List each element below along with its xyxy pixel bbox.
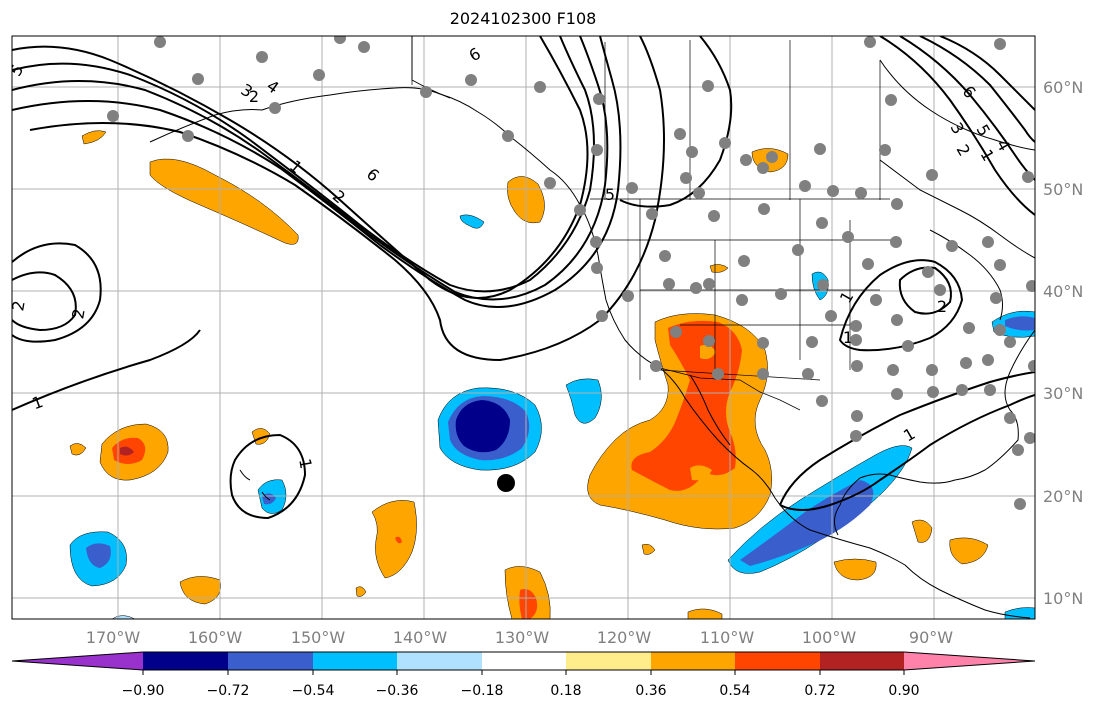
orange-patch (690, 465, 712, 481)
lat-tick-labels: 60°N 50°N 40°N 30°N 20°N 10°N (1043, 78, 1083, 608)
colorbar-tick-label: 0.54 (719, 683, 750, 699)
colorbar-tick-label: 0.36 (635, 683, 666, 699)
orange-patch (149, 158, 299, 245)
contour-label: 5 (605, 185, 615, 204)
colorbar-segment (313, 652, 397, 670)
orange-patch (371, 500, 417, 579)
lon-tick-label: 120°W (597, 628, 652, 647)
colorbar-tick-label: 0.72 (804, 683, 835, 699)
red-patch (519, 589, 538, 619)
lon-tick-label: 170°W (86, 628, 141, 647)
colorbar-segment (651, 652, 735, 670)
lat-tick-label: 30°N (1043, 384, 1083, 403)
colorbar-segment (143, 652, 228, 670)
colorbar-tick-label: −0.18 (461, 683, 504, 699)
orange-patch (81, 130, 107, 145)
colorbar-tick-label: −0.72 (207, 683, 250, 699)
colorbar: −0.90 −0.72 −0.54 −0.36 −0.18 0.18 0.36 … (11, 651, 1036, 699)
red-patch (395, 536, 402, 544)
orange-patch (69, 443, 87, 456)
black-marker (497, 474, 515, 492)
colorbar-segment (12, 652, 143, 670)
colorbar-tick-label: −0.54 (292, 683, 335, 699)
blue-patch (459, 214, 485, 229)
lon-tick-label: 130°W (495, 628, 550, 647)
lat-tick-label: 50°N (1043, 180, 1083, 199)
blue-patch (845, 498, 866, 513)
orange-patch (709, 264, 729, 273)
map-frame (11, 35, 1036, 620)
colorbar-segment (820, 652, 904, 670)
lat-tick-label: 60°N (1043, 78, 1083, 97)
contour-label: 2 (68, 307, 88, 320)
colorbar-tick-label: 0.18 (550, 683, 581, 699)
station-markers (107, 36, 1035, 510)
lon-tick-label: 150°W (291, 628, 346, 647)
lon-tick-label: 140°W (393, 628, 448, 647)
lon-tick-label: 100°W (802, 628, 857, 647)
lon-tick-label: 160°W (188, 628, 243, 647)
orange-patch (949, 537, 989, 565)
colorbar-tick-label: −0.36 (376, 683, 419, 699)
orange-patch (911, 519, 933, 543)
navy-patch (455, 400, 510, 453)
colorbar-segment (397, 652, 482, 670)
colorbar-segment (228, 652, 313, 670)
colorbar-tick-label: −0.90 (122, 683, 165, 699)
red-patch (631, 320, 742, 491)
orange-patch (641, 543, 656, 555)
map-background (12, 36, 1035, 619)
orange-patch (355, 586, 367, 597)
orange-patch (833, 558, 877, 581)
colorbar-tick-label: 0.90 (888, 683, 919, 699)
orange-patch (687, 608, 723, 619)
lon-tick-labels: 170°W 160°W 150°W 140°W 130°W 120°W 110°… (86, 628, 953, 647)
blue-patch (86, 543, 111, 568)
colorbar-segment (482, 652, 566, 670)
contour-lines (12, 36, 1035, 520)
lat-tick-label: 20°N (1043, 487, 1083, 506)
contour-label: 1 (843, 328, 853, 347)
lat-tick-label: 10°N (1043, 589, 1083, 608)
colorbar-segment (566, 652, 651, 670)
grid-lines (12, 36, 1035, 619)
contour-label: 2 (249, 87, 259, 106)
contour-label: 2 (937, 297, 947, 316)
contour-label: 2 (8, 299, 28, 312)
lon-tick-label: 90°W (909, 628, 953, 647)
colorbar-segment (904, 652, 1035, 670)
orange-patch (700, 344, 716, 360)
lat-tick-label: 40°N (1043, 282, 1083, 301)
red-patch (120, 446, 134, 456)
shaded-fields (69, 130, 1035, 619)
blue-patch (1005, 316, 1035, 331)
map-title: 2024102300 F108 (449, 9, 597, 28)
contour-label: 1 (295, 457, 315, 470)
blue-patch (565, 378, 602, 424)
colorbar-segment (735, 652, 820, 670)
lon-tick-label: 110°W (700, 628, 755, 647)
